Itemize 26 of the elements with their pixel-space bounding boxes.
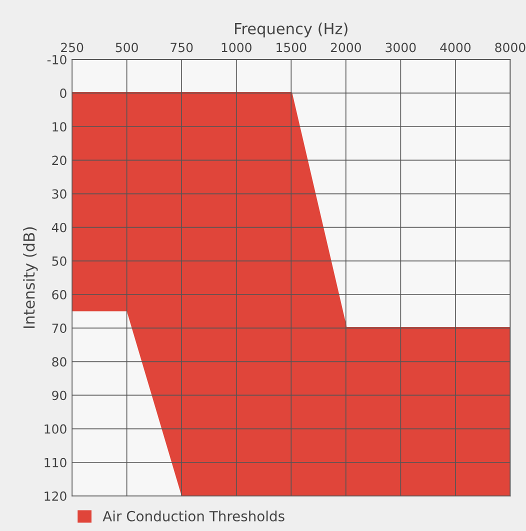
y-tick-label: 80 [52, 357, 66, 367]
x-tick-label: 3000 [386, 42, 416, 52]
x-axis-title: Frequency (Hz) [235, 22, 348, 38]
y-axis-title: Intensity (dB) [23, 227, 38, 328]
y-tick-label: 10 [52, 122, 66, 132]
x-tick-label: 500 [116, 42, 138, 52]
y-tick-label: -10 [47, 54, 66, 64]
x-tick-label: 1000 [222, 42, 252, 52]
y-tick-label: 120 [44, 491, 66, 501]
y-tick-label: 90 [52, 390, 66, 400]
x-tick-label: 750 [170, 42, 193, 52]
x-tick-label: 8000 [495, 42, 526, 52]
y-tick-label: 40 [52, 222, 66, 232]
x-tick-label: 250 [61, 42, 84, 52]
y-tick-label: 0 [60, 88, 66, 98]
y-tick-label: 100 [44, 424, 66, 434]
y-tick-label: 20 [52, 156, 66, 166]
x-tick-label: 4000 [440, 42, 471, 52]
y-tick-label: 110 [44, 458, 66, 468]
x-tick-label: 2000 [330, 42, 361, 52]
x-tick-label: 1500 [276, 42, 306, 52]
y-tick-label: 60 [52, 290, 66, 300]
y-tick-label: 30 [52, 189, 66, 199]
y-tick-label: 70 [52, 324, 66, 334]
legend-label: Air Conduction Thresholds [102, 510, 284, 522]
y-tick-label: 50 [52, 256, 66, 266]
